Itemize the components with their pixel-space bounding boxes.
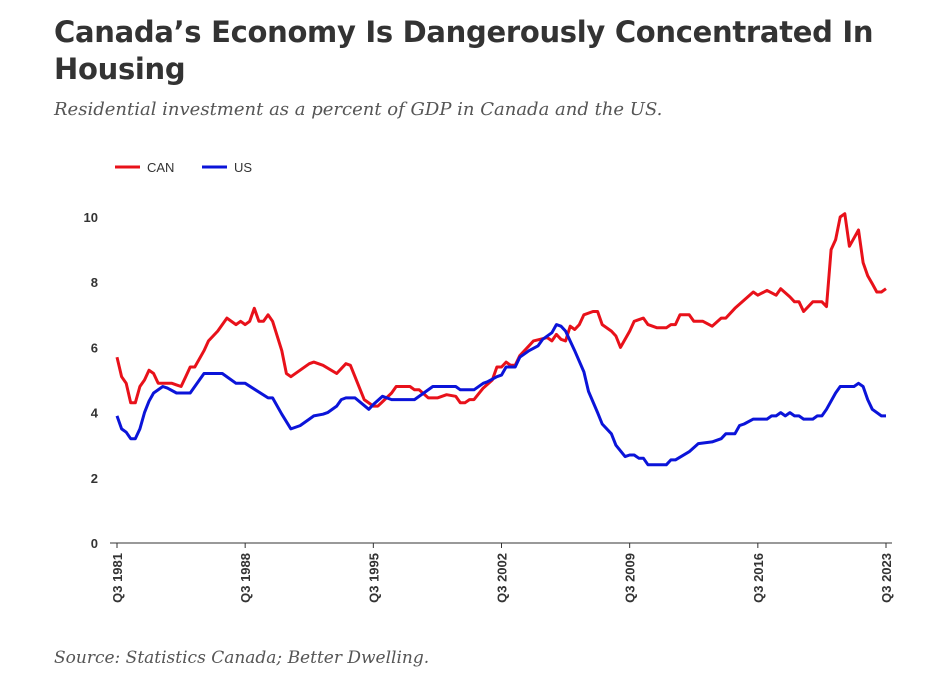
y-tick-label: 6 bbox=[91, 340, 98, 355]
x-tick-label: Q3 2002 bbox=[495, 553, 510, 603]
y-tick-label: 0 bbox=[91, 536, 98, 551]
y-tick-label: 8 bbox=[91, 275, 98, 290]
x-tick-label: Q3 1981 bbox=[110, 553, 125, 603]
series-line-us bbox=[115, 323, 886, 467]
y-tick-label: 2 bbox=[91, 471, 98, 486]
chart-subtitle: Residential investment as a percent of G… bbox=[54, 99, 663, 120]
x-tick-label: Q3 2023 bbox=[879, 553, 894, 603]
x-tick-label: Q3 2016 bbox=[751, 553, 766, 603]
source-note: Source: Statistics Canada; Better Dwelli… bbox=[54, 648, 430, 668]
legend-label-us: US bbox=[234, 160, 252, 175]
x-tick-label: Q3 1988 bbox=[238, 553, 253, 603]
legend-label-can: CAN bbox=[147, 160, 174, 175]
chart-title: Canada’s Economy Is Dangerously Concentr… bbox=[54, 15, 874, 86]
y-tick-label: 10 bbox=[84, 210, 98, 225]
x-tick-label: Q3 1995 bbox=[366, 553, 381, 603]
y-tick-label: 4 bbox=[91, 406, 99, 421]
x-tick-label: Q3 2009 bbox=[623, 553, 638, 603]
series-line-can bbox=[115, 212, 887, 408]
